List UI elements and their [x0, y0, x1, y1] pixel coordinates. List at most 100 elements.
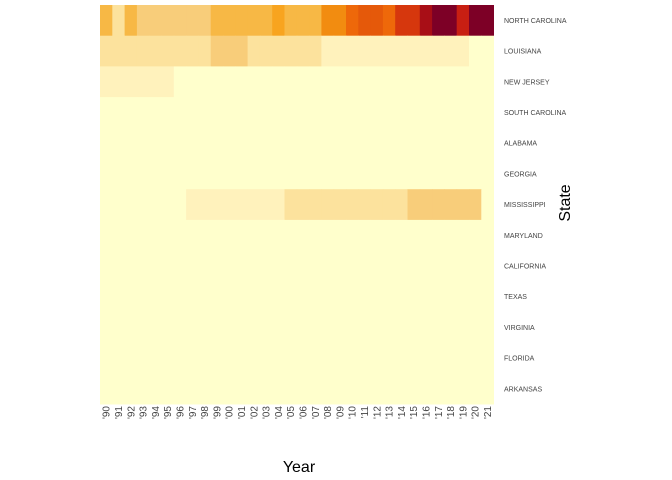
heatmap-cell [272, 342, 285, 374]
heatmap-cell [382, 219, 396, 251]
heatmap-cell [173, 35, 187, 67]
heatmap-cell [382, 373, 396, 405]
heatmap-cell [247, 5, 261, 37]
x-tick-label: '95 [163, 406, 174, 419]
heatmap-cell [469, 281, 482, 313]
heatmap-cell [136, 219, 150, 251]
heatmap-cell [321, 281, 335, 313]
heatmap-cell [469, 66, 482, 98]
heatmap-cell [112, 158, 125, 190]
heatmap-cell [346, 5, 359, 37]
heatmap-cell [407, 250, 421, 282]
heatmap-cell [481, 127, 494, 159]
heatmap-cell [382, 189, 396, 221]
heatmap-cell [173, 342, 187, 374]
heatmap-cell [358, 281, 371, 313]
heatmap-cell [309, 342, 322, 374]
y-tick-label: NEW JERSEY [504, 79, 550, 86]
heatmap-cell [198, 189, 212, 221]
heatmap-cell [136, 312, 150, 344]
heatmap-cell [481, 158, 494, 190]
heatmap-cell [469, 373, 482, 405]
heatmap-cell [419, 66, 433, 98]
heatmap-cell [407, 66, 421, 98]
heatmap-cell [173, 5, 187, 37]
heatmap-cell [124, 5, 138, 37]
heatmap-cell [136, 342, 150, 374]
heatmap-cell [346, 373, 359, 405]
heatmap-cell [247, 219, 261, 251]
heatmap-cell [296, 312, 310, 344]
heatmap-cell [333, 189, 347, 221]
heatmap-cell [136, 5, 150, 37]
heatmap-cell [444, 219, 458, 251]
heatmap-cell [198, 66, 212, 98]
heatmap-cell [272, 189, 285, 221]
heatmap-cell [247, 127, 261, 159]
heatmap-cell [173, 127, 187, 159]
heatmap-cell [309, 250, 322, 282]
heatmap-cell [284, 127, 298, 159]
heatmap-cell [346, 97, 359, 129]
heatmap-cell [149, 97, 162, 129]
heatmap-cell [112, 189, 125, 221]
heatmap-cell [456, 219, 470, 251]
heatmap-cell [333, 281, 347, 313]
y-tick-label: ALABAMA [504, 141, 537, 148]
x-tick-labels: '90'91'92'93'94'95'96'97'98'99'00'01'02 '… [102, 406, 494, 419]
heatmap-cell [382, 97, 396, 129]
heatmap-cell [309, 127, 322, 159]
heatmap-cell [309, 189, 322, 221]
heatmap-cell [309, 97, 322, 129]
heatmap-cell [235, 250, 248, 282]
heatmap-cell [309, 312, 322, 344]
heatmap-cell [395, 66, 408, 98]
heatmap-cell [100, 373, 113, 405]
heatmap-cell [309, 66, 322, 98]
y-tick-label: FLORIDA [504, 356, 535, 363]
heatmap-cell [321, 5, 335, 37]
heatmap-cell [444, 127, 458, 159]
heatmap-cell [382, 158, 396, 190]
heatmap-cell [469, 189, 482, 221]
heatmap-cell [469, 219, 482, 251]
x-tick-label: '03 [262, 406, 273, 419]
heatmap-cell [235, 5, 248, 37]
heatmap-cell [395, 5, 408, 37]
heatmap-cell [370, 97, 384, 129]
heatmap-cell [370, 373, 384, 405]
heatmap-cell [309, 35, 322, 67]
heatmap-cell [296, 5, 310, 37]
heatmap-cell [161, 281, 175, 313]
heatmap-cell [333, 127, 347, 159]
heatmap-cell [284, 250, 298, 282]
heatmap-cell [161, 5, 175, 37]
x-tick-label: '13 [385, 406, 396, 419]
heatmap-cell [321, 97, 335, 129]
heatmap-cell [223, 281, 236, 313]
heatmap-cell [100, 342, 113, 374]
heatmap-cell [395, 158, 408, 190]
heatmap-cell [469, 312, 482, 344]
x-tick-label: '98 [200, 406, 211, 419]
heatmap-cell [358, 312, 371, 344]
heatmap-cell [259, 127, 273, 159]
y-tick-label: VIRGINIA [504, 325, 535, 332]
heatmap-cell [124, 66, 138, 98]
heatmap-cell [112, 342, 125, 374]
heatmap-cell [259, 342, 273, 374]
x-tick-label: '01 [237, 406, 248, 419]
heatmap-cell [136, 66, 150, 98]
heatmap-cell [124, 281, 138, 313]
heatmap-cell [198, 158, 212, 190]
heatmap-cell [333, 66, 347, 98]
heatmap-cell [296, 66, 310, 98]
heatmap-cell [358, 35, 371, 67]
heatmap-cell [419, 342, 433, 374]
x-tick-label: '08 [323, 406, 334, 419]
heatmap-cell [407, 127, 421, 159]
heatmap-cell [259, 158, 273, 190]
heatmap-cell [469, 158, 482, 190]
heatmap-cell [358, 97, 371, 129]
heatmap-cell [456, 189, 470, 221]
